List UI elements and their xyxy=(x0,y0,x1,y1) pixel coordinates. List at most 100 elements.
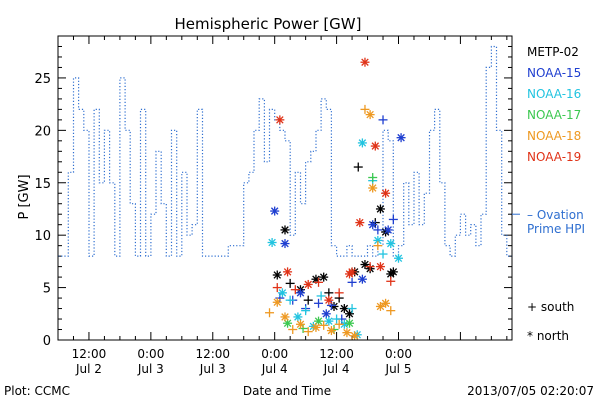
data-point xyxy=(360,104,370,114)
point-stroke xyxy=(376,302,385,311)
data-point xyxy=(360,260,370,270)
x-tick-date-label: Jul 3 xyxy=(199,362,226,376)
legend-entry: METP-02 xyxy=(527,45,579,59)
point-stroke xyxy=(294,313,302,321)
data-point xyxy=(265,308,275,318)
point-stroke xyxy=(361,58,369,66)
point-stroke xyxy=(268,238,276,247)
point-stroke xyxy=(374,236,382,245)
point-stroke xyxy=(358,275,367,283)
point-stroke xyxy=(283,319,292,327)
point-stroke xyxy=(270,207,279,215)
point-stroke xyxy=(381,189,390,198)
point-stroke xyxy=(356,218,364,227)
y-axis-label: P [GW] xyxy=(17,174,32,219)
point-stroke xyxy=(281,239,289,248)
data-point xyxy=(347,277,357,287)
data-point xyxy=(381,298,391,308)
marker-legend: + south * north xyxy=(527,300,574,343)
legend-entry: NOAA-16 xyxy=(527,87,581,101)
y-axis-ticks: 0 5 10 15 20 25 xyxy=(34,35,512,349)
point-stroke xyxy=(312,275,320,283)
data-point xyxy=(285,278,295,288)
data-point xyxy=(381,188,391,198)
point-stroke xyxy=(368,184,377,192)
point-stroke xyxy=(340,320,349,329)
data-point xyxy=(319,320,329,330)
point-stroke xyxy=(273,298,282,307)
data-point xyxy=(386,239,396,249)
data-point xyxy=(290,285,300,295)
marker-legend-entry: + south xyxy=(527,300,574,314)
point-stroke xyxy=(281,313,289,321)
point-stroke xyxy=(368,220,377,229)
data-point xyxy=(357,138,367,148)
data-point xyxy=(350,331,360,341)
x-tick-date-label: Jul 2 xyxy=(75,362,102,376)
data-point xyxy=(283,267,293,277)
y-tick-label: 10 xyxy=(34,229,51,244)
y-tick-label: 20 xyxy=(34,124,51,139)
ovation-legend-label: – Ovation xyxy=(527,208,584,222)
legend-entry: NOAA-19 xyxy=(527,150,581,164)
data-point xyxy=(314,277,324,287)
data-point xyxy=(388,267,398,277)
y-tick-label: 0 xyxy=(43,334,51,349)
y-tick-label: 25 xyxy=(34,72,51,87)
data-point xyxy=(324,295,334,305)
data-point xyxy=(275,115,285,125)
marker-legend-entry: * north xyxy=(527,329,569,343)
data-point xyxy=(303,327,313,337)
point-stroke xyxy=(361,260,369,269)
data-point xyxy=(321,309,331,319)
data-point xyxy=(396,133,406,143)
data-point xyxy=(277,288,287,298)
point-stroke xyxy=(381,299,390,308)
legend-entry: NOAA-18 xyxy=(527,129,581,143)
x-tick-label: 12:00 xyxy=(72,347,107,361)
chart-title: Hemispheric Power [GW] xyxy=(175,15,362,33)
data-point xyxy=(295,319,305,329)
point-stroke xyxy=(312,323,320,332)
data-point xyxy=(353,162,363,172)
legend-entry: NOAA-17 xyxy=(527,108,581,122)
point-stroke xyxy=(358,139,367,147)
data-point xyxy=(373,241,383,251)
data-point xyxy=(314,298,324,308)
point-stroke xyxy=(350,332,359,340)
data-point xyxy=(288,325,298,335)
ovation-line xyxy=(58,45,512,257)
x-tick-label: 0:00 xyxy=(261,347,288,361)
x-tick-date-label: Jul 3 xyxy=(137,362,164,376)
point-stroke xyxy=(283,268,292,276)
point-stroke xyxy=(296,320,305,329)
point-stroke xyxy=(304,280,312,289)
satellite-points xyxy=(265,57,406,341)
point-stroke xyxy=(340,304,349,313)
point-stroke xyxy=(345,319,354,327)
point-stroke xyxy=(296,289,305,297)
data-point xyxy=(355,218,365,228)
point-stroke xyxy=(384,226,392,234)
data-point xyxy=(347,304,357,314)
data-point xyxy=(280,312,290,322)
point-stroke xyxy=(389,268,398,276)
point-stroke xyxy=(319,273,328,281)
data-point xyxy=(378,115,388,125)
x-tick-label: 12:00 xyxy=(195,347,230,361)
data-point xyxy=(285,295,295,305)
data-point xyxy=(378,249,388,259)
data-point xyxy=(319,272,329,282)
data-point xyxy=(368,220,378,230)
data-point xyxy=(332,314,342,324)
data-point xyxy=(267,238,277,248)
x-tick-date-label: Jul 5 xyxy=(385,362,412,376)
plot-frame xyxy=(57,35,513,341)
point-stroke xyxy=(376,262,385,271)
point-stroke xyxy=(348,268,356,276)
point-stroke xyxy=(322,310,331,318)
point-stroke xyxy=(325,296,333,304)
data-point xyxy=(272,270,282,280)
